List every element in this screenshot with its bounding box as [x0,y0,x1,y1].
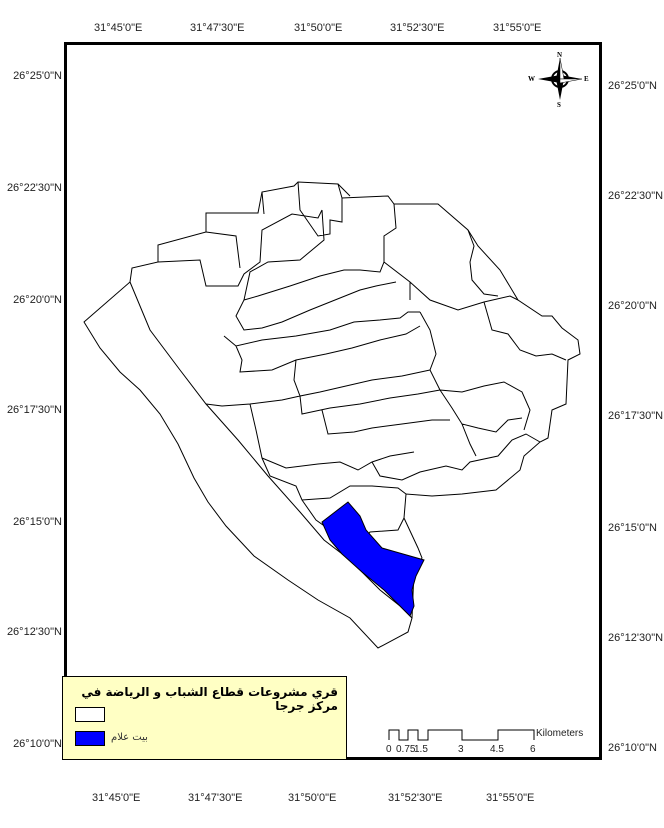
lat-right-1: 26°22'30"N [608,190,664,202]
lat-left-3: 26°17'30"N [6,404,62,416]
scale-tick-4: 4.5 [490,744,504,755]
north-label: N [557,51,562,59]
scale-tick-5: 6 [530,744,536,755]
lat-right-2: 26°20'0"N [608,300,657,312]
legend-title: قري مشروعات قطاع الشباب و الرياضة في مرك… [81,685,338,713]
lat-right-5: 26°12'30"N [608,632,664,644]
lat-left-0: 26°25'0"N [13,70,62,82]
east-label: E [584,75,589,83]
scale-tick-0: 0 [386,744,392,755]
lat-left-4: 26°15'0"N [13,516,62,528]
lon-bottom-4: 31°55'0"E [486,792,535,804]
lat-right-4: 26°15'0"N [608,522,657,534]
legend-label-beit-allam: بيت علام [111,732,148,743]
legend-swatch-villages [75,707,105,722]
lon-bottom-2: 31°50'0"E [288,792,337,804]
lon-top-2: 31°50'0"E [294,22,343,34]
lat-right-3: 26°17'30"N [608,410,664,422]
lon-bottom-1: 31°47'30"E [188,792,243,804]
south-label: S [557,101,561,108]
lat-left-6: 26°10'0"N [13,738,62,750]
lon-bottom-0: 31°45'0"E [92,792,141,804]
scale-bar: Kilometers 0 0.75 1.5 3 4.5 6 [386,728,583,758]
lon-top-4: 31°55'0"E [493,22,542,34]
lat-left-2: 26°20'0"N [13,294,62,306]
lat-left-1: 26°22'30"N [6,182,62,194]
lat-right-6: 26°10'0"N [608,742,657,754]
legend: قري مشروعات قطاع الشباب و الرياضة في مرك… [62,676,347,760]
lon-top-3: 31°52'30"E [390,22,445,34]
scale-tick-2: 1.5 [414,744,428,755]
scale-unit: Kilometers [536,728,584,739]
lat-left-5: 26°12'30"N [6,626,62,638]
west-label: W [528,75,535,83]
legend-swatch-beit-allam [75,731,105,746]
scale-tick-1: 0.75 [396,744,416,755]
map-frame [64,42,602,760]
lon-top-1: 31°47'30"E [190,22,245,34]
lon-top-0: 31°45'0"E [94,22,143,34]
scale-tick-3: 3 [458,744,464,755]
lon-bottom-3: 31°52'30"E [388,792,443,804]
north-arrow-icon: N S E W [528,51,589,108]
lat-right-0: 26°25'0"N [608,80,657,92]
